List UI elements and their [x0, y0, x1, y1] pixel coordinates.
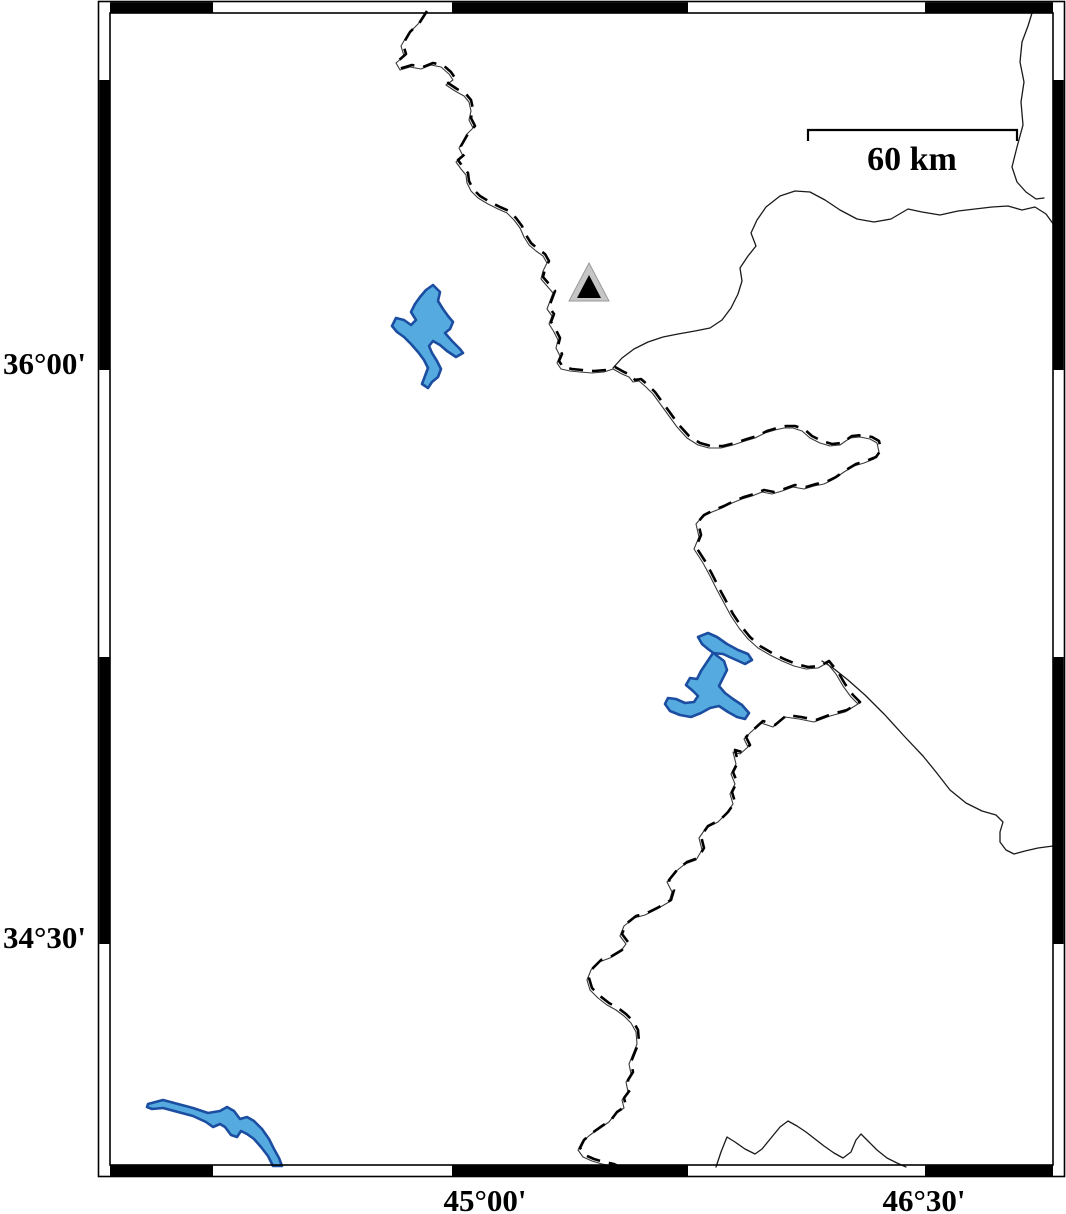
border-solid-line [395, 12, 880, 1169]
frame-segment [99, 80, 110, 370]
frame-segment [452, 1165, 688, 1177]
river-line-bottomright [715, 1120, 907, 1168]
frame-segment [925, 2, 1053, 14]
river-southwest [145, 1098, 284, 1168]
frame-segment [1053, 657, 1064, 944]
border-dashed-line [396, 10, 883, 1168]
river-line-southeast [821, 660, 1054, 855]
triangle-inner [577, 275, 601, 298]
lake-central-east [663, 631, 754, 721]
river-line-topright [1011, 12, 1045, 200]
frame-outer [97, 0, 1066, 1178]
scale-bar-label: 60 km [867, 141, 957, 178]
lat-label-36-00: 36°00' [3, 346, 86, 381]
frame-segment [925, 1165, 1053, 1177]
lon-label-46-30: 46°30' [882, 1183, 965, 1214]
rivers [612, 12, 1057, 1168]
frame-segment [1053, 80, 1064, 370]
frame-segment [110, 1165, 213, 1177]
lake-northwest [390, 283, 465, 390]
frame-segment [110, 2, 213, 14]
water-bodies [145, 283, 754, 1168]
frame-black-segments [99, 2, 1064, 1177]
scale-bar [806, 128, 1019, 141]
frame-segment [99, 657, 110, 944]
map-area [110, 13, 1053, 1165]
river-line-north [612, 190, 1057, 369]
lat-label-34-30: 34°30' [3, 920, 86, 955]
lon-label-45-00: 45°00' [443, 1183, 526, 1214]
frame-segment [452, 2, 688, 14]
triangle-marker-icon [568, 261, 610, 302]
